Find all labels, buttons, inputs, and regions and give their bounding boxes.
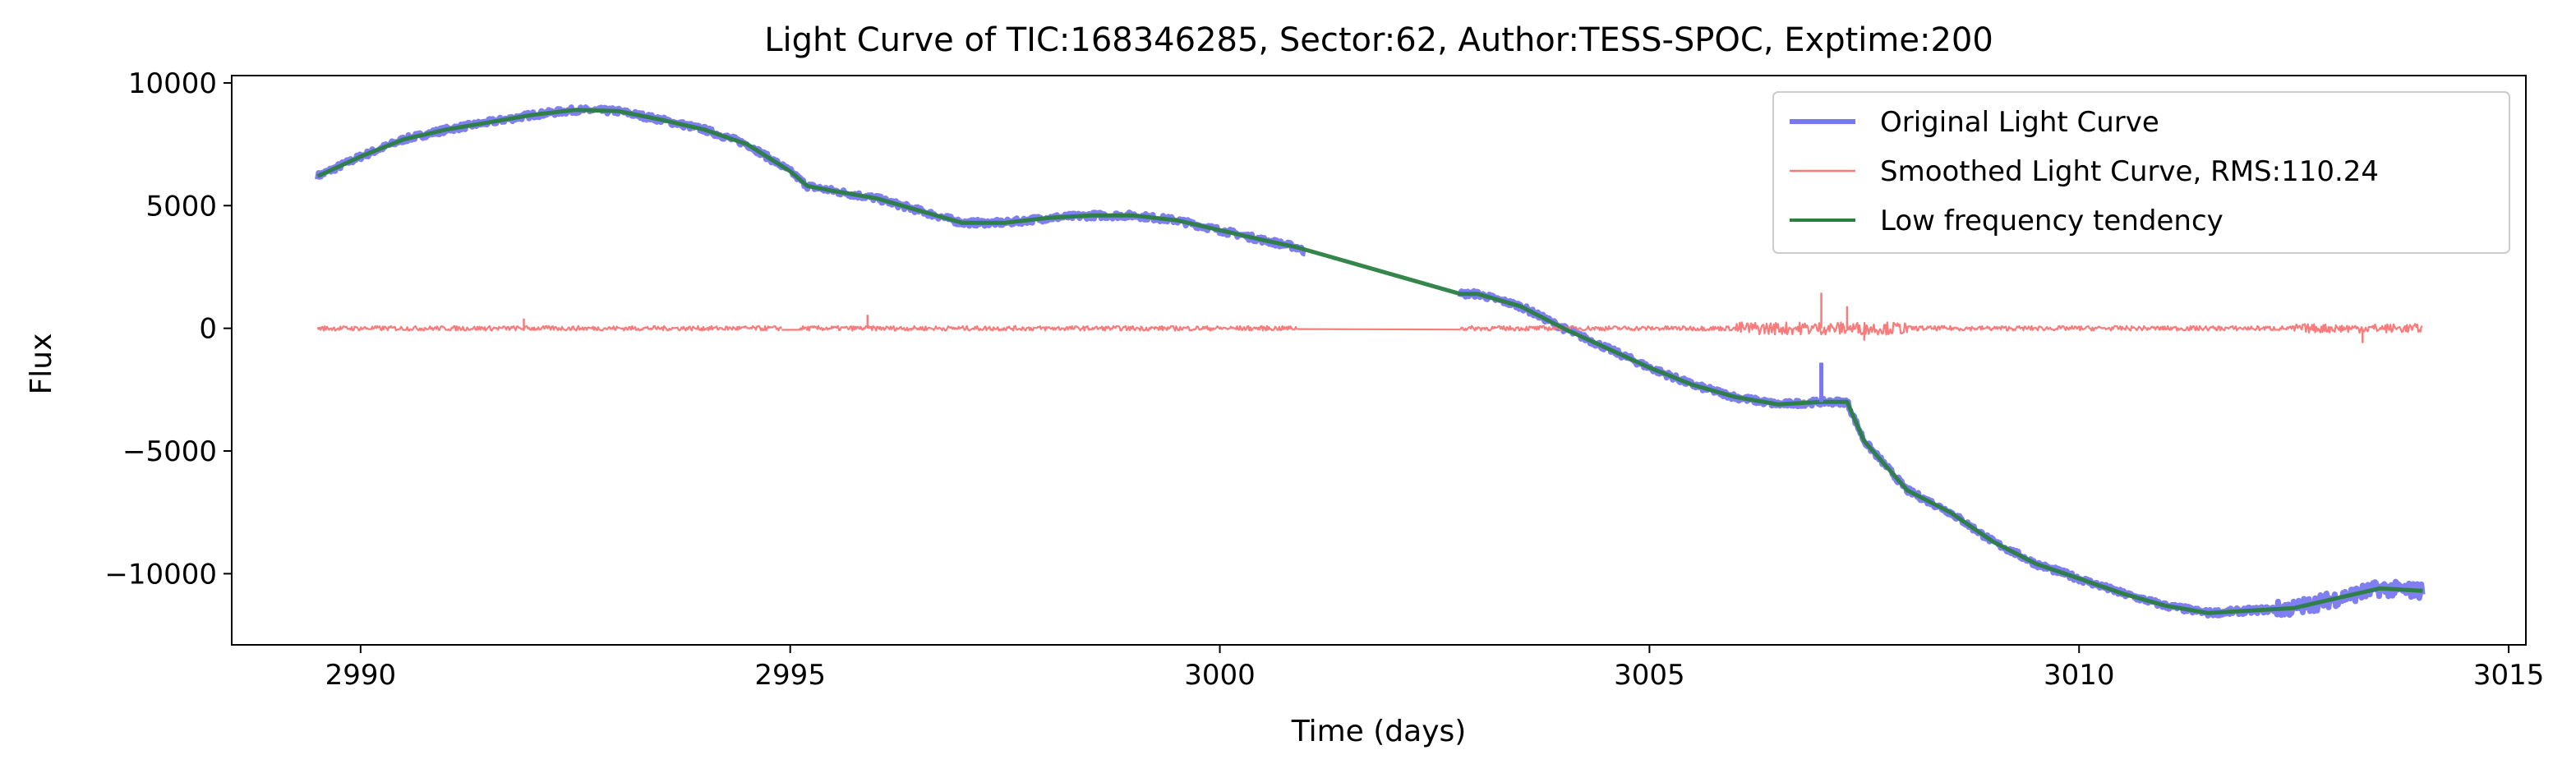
x-tick-label: 3000 [1184,659,1256,692]
y-axis-label: Flux [25,334,58,395]
series-2-segment-3 [798,324,1298,332]
x-tick-label: 3015 [2473,659,2545,692]
legend-label-1: Original Light Curve [1880,106,2159,139]
series-2 [316,292,2423,343]
y-tick-label: −5000 [122,435,217,468]
legend-label-2: Smoothed Light Curve, RMS:110.24 [1880,155,2379,188]
legend-label-3: Low frequency tendency [1880,205,2223,237]
legend-box [1772,91,2510,254]
axes: 2990 2995 3000 3005 3010 3015 10000 5000 0 −5000 −… [104,67,2544,692]
axes-frame [231,75,2527,646]
x-tick-label: 2995 [754,659,826,692]
x-tick-label: 3010 [2044,659,2115,692]
y-tick-label: 5000 [145,190,217,223]
series-2-segment-5 [1459,321,2423,336]
series-3-segment-1 [316,108,2423,615]
plot-area [315,104,2426,619]
series-2-segment-1 [316,324,783,332]
y-tick-label: 0 [199,313,217,346]
x-tick-label: 3005 [1614,659,1685,692]
y-tick-label: −10000 [104,558,217,591]
series-2-segment-4 [1297,328,1461,331]
x-tick-label: 2990 [325,659,397,692]
x-axis-label: Time (days) [1291,715,1467,748]
legend: Original Light Curve Smoothed Light Curve… [1772,91,2510,254]
series-3 [316,108,2423,615]
chart-title: Light Curve of TIC:168346285, Sector:62,… [764,21,1993,59]
y-tick-label: 10000 [128,67,217,100]
